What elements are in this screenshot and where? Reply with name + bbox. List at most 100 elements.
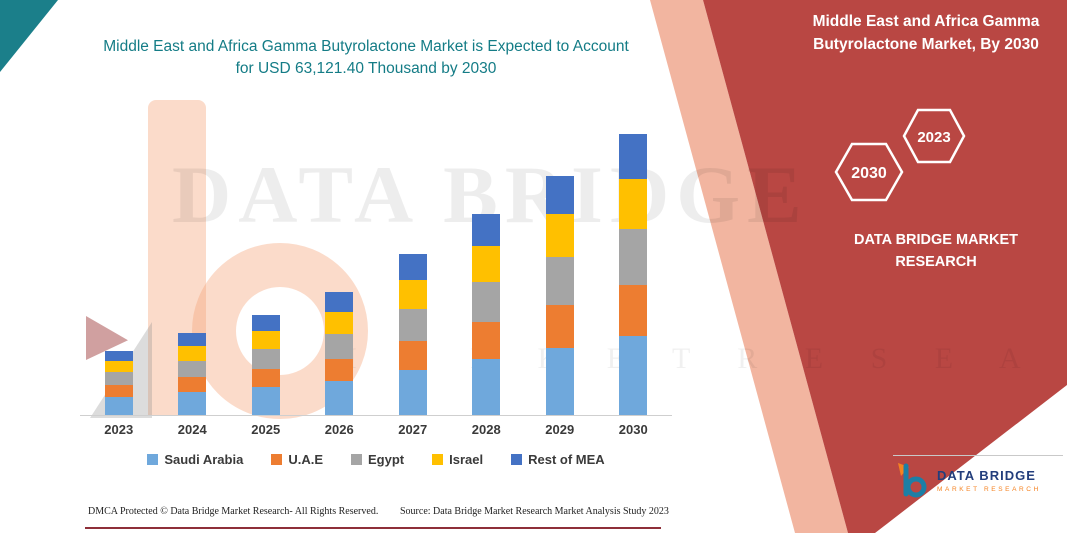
stacked-bar-chart bbox=[82, 123, 670, 415]
legend-label-rest-of-mea: Rest of MEA bbox=[528, 452, 605, 467]
x-axis-label-2029: 2029 bbox=[545, 422, 575, 437]
legend-swatch-u-a-e bbox=[271, 454, 283, 465]
logo-title: DATA BRIDGE bbox=[937, 467, 1036, 483]
stacked-bar-2026 bbox=[325, 292, 354, 415]
bar-segment-u-a-e-2029 bbox=[545, 305, 574, 348]
data-bridge-logo: DATA BRIDGE MARKET RESEARCH bbox=[897, 462, 1041, 498]
legend-label-u-a-e: U.A.E bbox=[288, 452, 323, 467]
legend-item-israel: Israel bbox=[432, 452, 483, 467]
stacked-bar-2028 bbox=[472, 214, 501, 415]
stacked-bar-2023 bbox=[104, 351, 133, 415]
bar-segment-egypt-2028 bbox=[472, 282, 501, 322]
bar-segment-israel-2030 bbox=[619, 179, 648, 229]
legend-label-egypt: Egypt bbox=[367, 452, 405, 467]
x-axis-label-2024: 2024 bbox=[177, 422, 207, 437]
x-axis-label-2025: 2025 bbox=[251, 422, 281, 437]
bar-column-2029 bbox=[523, 123, 597, 415]
side-panel-title: Middle East and Africa Gamma Butyrolacto… bbox=[812, 13, 1040, 54]
brand-text: DATA BRIDGE MARKET RESEARCH bbox=[853, 232, 1019, 270]
bar-segment-israel-2029 bbox=[545, 214, 574, 257]
bar-segment-saudi-arabia-2029 bbox=[545, 348, 574, 415]
bar-segment-rest-of-mea-2024 bbox=[178, 333, 207, 346]
x-axis-label-2023: 2023 bbox=[104, 422, 134, 437]
x-axis-label-2030: 2030 bbox=[618, 422, 648, 437]
bar-segment-egypt-2024 bbox=[178, 361, 207, 377]
footer-divider-line bbox=[85, 527, 661, 529]
stacked-bar-2024 bbox=[178, 333, 207, 415]
bar-segment-egypt-2029 bbox=[545, 257, 574, 305]
bar-segment-egypt-2023 bbox=[104, 372, 133, 385]
hexagon-2023-label: 2023 bbox=[917, 129, 950, 146]
bar-segment-egypt-2027 bbox=[398, 309, 427, 341]
legend-item-egypt: Egypt bbox=[350, 452, 405, 467]
bar-column-2025 bbox=[229, 123, 303, 415]
stacked-bar-2027 bbox=[398, 254, 427, 415]
legend-swatch-israel bbox=[432, 454, 444, 465]
bar-segment-egypt-2026 bbox=[325, 334, 354, 359]
hexagon-2023-badge: 2023 bbox=[902, 108, 966, 164]
bar-segment-saudi-arabia-2023 bbox=[104, 397, 133, 415]
x-axis-label-2027: 2027 bbox=[398, 422, 428, 437]
bar-segment-israel-2028 bbox=[472, 246, 501, 282]
bar-segment-u-a-e-2023 bbox=[104, 385, 133, 397]
bar-column-2027 bbox=[376, 123, 450, 415]
bar-segment-egypt-2025 bbox=[251, 349, 280, 369]
bar-segment-rest-of-mea-2026 bbox=[325, 292, 354, 312]
bar-segment-saudi-arabia-2028 bbox=[472, 359, 501, 415]
bar-segment-u-a-e-2030 bbox=[619, 285, 648, 336]
bar-segment-rest-of-mea-2029 bbox=[545, 176, 574, 214]
bar-segment-saudi-arabia-2030 bbox=[619, 336, 648, 415]
bar-segment-saudi-arabia-2025 bbox=[251, 387, 280, 415]
legend-item-u-a-e: U.A.E bbox=[271, 452, 323, 467]
stacked-bar-2029 bbox=[545, 176, 574, 415]
bar-segment-u-a-e-2025 bbox=[251, 369, 280, 387]
page-title: Middle East and Africa Gamma Butyrolacto… bbox=[103, 38, 629, 78]
bar-segment-rest-of-mea-2028 bbox=[472, 214, 501, 246]
bar-segment-u-a-e-2028 bbox=[472, 322, 501, 359]
dmca-notice: DMCA Protected © Data Bridge Market Rese… bbox=[88, 506, 379, 517]
hexagon-2030-label: 2030 bbox=[851, 165, 887, 182]
bar-column-2023 bbox=[82, 123, 156, 415]
bar-segment-rest-of-mea-2023 bbox=[104, 351, 133, 361]
legend-swatch-rest-of-mea bbox=[511, 454, 523, 465]
legend-label-israel: Israel bbox=[449, 452, 484, 467]
hexagon-2030-badge: 2030 bbox=[834, 142, 904, 202]
data-bridge-b-icon bbox=[898, 463, 927, 498]
bar-segment-rest-of-mea-2030 bbox=[619, 134, 648, 179]
bar-segment-u-a-e-2027 bbox=[398, 341, 427, 370]
bar-segment-saudi-arabia-2027 bbox=[398, 370, 427, 415]
bar-segment-rest-of-mea-2027 bbox=[398, 254, 427, 280]
bar-segment-u-a-e-2026 bbox=[325, 359, 354, 381]
stacked-bar-2030 bbox=[619, 134, 648, 415]
x-axis-labels: 2023 2024 2025 2026 2027 2028 2029 2030 bbox=[82, 422, 670, 437]
source-notice: Source: Data Bridge Market Research Mark… bbox=[400, 506, 669, 517]
legend-swatch-saudi-arabia bbox=[147, 454, 159, 465]
legend-item-rest-of-mea: Rest of MEA bbox=[511, 452, 605, 467]
bar-segment-u-a-e-2024 bbox=[178, 377, 207, 392]
bar-column-2024 bbox=[156, 123, 230, 415]
bar-segment-saudi-arabia-2026 bbox=[325, 381, 354, 415]
x-axis-label-2028: 2028 bbox=[471, 422, 501, 437]
bar-column-2030 bbox=[597, 123, 671, 415]
bar-segment-egypt-2030 bbox=[619, 229, 648, 285]
chart-legend: Saudi Arabia U.A.E Egypt Israel Rest of MEA bbox=[70, 452, 682, 467]
legend-label-saudi-arabia: Saudi Arabia bbox=[164, 452, 244, 467]
bar-segment-saudi-arabia-2024 bbox=[178, 392, 207, 415]
x-axis-label-2026: 2026 bbox=[324, 422, 354, 437]
bar-segment-israel-2025 bbox=[251, 331, 280, 349]
x-axis-line bbox=[80, 415, 672, 416]
bar-segment-israel-2027 bbox=[398, 280, 427, 309]
legend-item-saudi-arabia: Saudi Arabia bbox=[147, 452, 243, 467]
bar-segment-israel-2023 bbox=[104, 361, 133, 372]
bar-segment-israel-2024 bbox=[178, 346, 207, 361]
logo-subtitle: MARKET RESEARCH bbox=[937, 485, 1041, 493]
bar-segment-israel-2026 bbox=[325, 312, 354, 334]
logo-divider-line bbox=[893, 455, 1063, 456]
legend-swatch-egypt bbox=[350, 454, 362, 465]
bar-segment-rest-of-mea-2025 bbox=[251, 315, 280, 331]
bar-column-2026 bbox=[303, 123, 377, 415]
bar-column-2028 bbox=[450, 123, 524, 415]
teal-corner-triangle bbox=[0, 0, 58, 72]
stacked-bar-2025 bbox=[251, 315, 280, 415]
